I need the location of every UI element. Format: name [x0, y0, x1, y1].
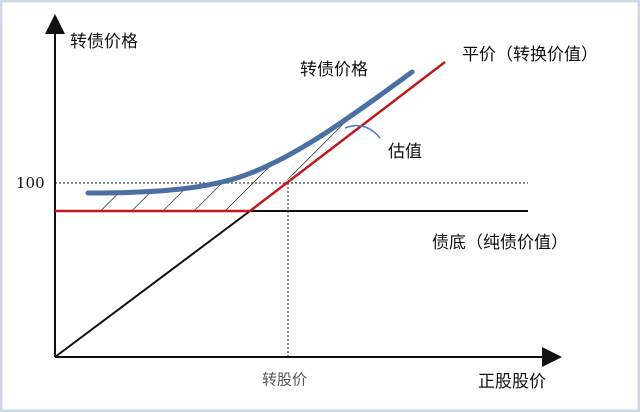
- hatch-area: [88, 76, 405, 211]
- valuation-label: 估值: [388, 142, 422, 162]
- price-curve: [85, 69, 415, 196]
- curve-label: 转债价格: [300, 60, 368, 80]
- y-axis-label: 转债价格: [70, 32, 138, 52]
- valuation-leader: [344, 124, 381, 139]
- conversion-price-label: 转股价: [262, 371, 307, 389]
- lower-bound: [55, 61, 446, 213]
- x-axis-label: 正股股价: [478, 372, 546, 392]
- par-label: 100: [16, 174, 45, 192]
- parity-label: 平价（转换价值）: [462, 45, 598, 65]
- parity-line: [54, 210, 251, 358]
- bond-floor-label: 债底（纯债价值）: [432, 233, 568, 253]
